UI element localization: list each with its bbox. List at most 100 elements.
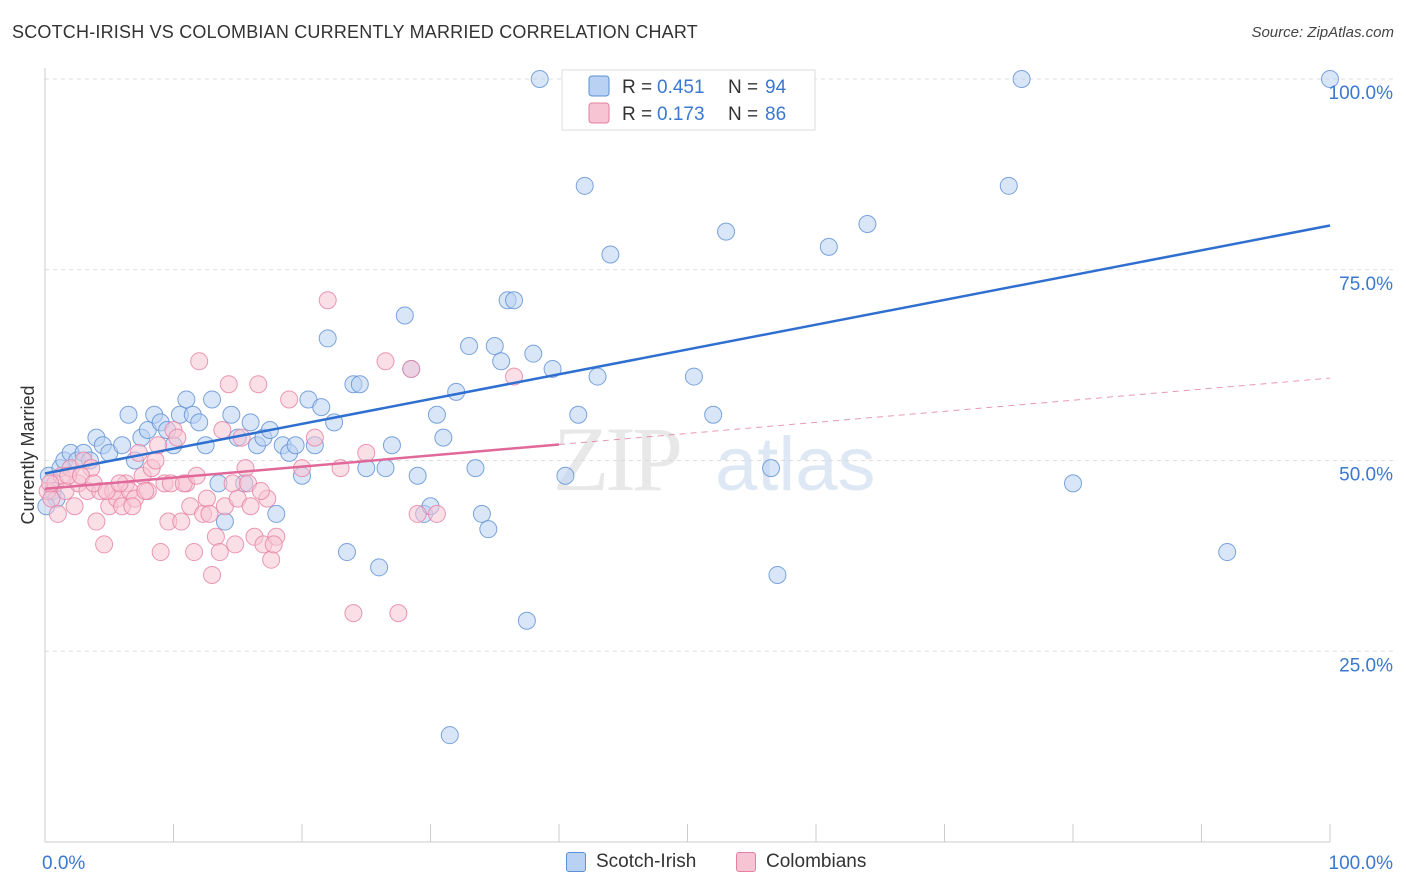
x-tick-label-min: 0.0% bbox=[42, 853, 85, 874]
stats-legend-r-value-scotch-irish: 0.451 bbox=[657, 77, 705, 98]
legend-swatch-colombians bbox=[736, 852, 756, 872]
legend-label-colombians: Colombians bbox=[766, 851, 867, 872]
stats-legend-n-label-colombians: N = bbox=[728, 104, 763, 125]
point-scotch-irish-50 bbox=[370, 558, 389, 577]
point-colombians-7 bbox=[65, 497, 84, 516]
y-tick-label-75: 75.0% bbox=[1339, 274, 1393, 295]
point-scotch-irish-84 bbox=[762, 459, 781, 478]
point-scotch-irish-62 bbox=[460, 337, 479, 356]
point-colombians-62 bbox=[376, 352, 395, 371]
stats-legend-n-value-scotch-irish: 94 bbox=[765, 77, 787, 98]
point-scotch-irish-13 bbox=[119, 405, 138, 424]
point-scotch-irish-78 bbox=[601, 245, 620, 264]
point-scotch-irish-24 bbox=[190, 413, 209, 432]
point-scotch-irish-70 bbox=[517, 611, 536, 630]
point-colombians-40 bbox=[206, 527, 225, 546]
point-colombians-73 bbox=[136, 482, 155, 501]
point-scotch-irish-22 bbox=[177, 390, 196, 409]
point-scotch-irish-55 bbox=[408, 466, 427, 485]
point-colombians-41 bbox=[210, 543, 229, 562]
point-scotch-irish-25 bbox=[196, 436, 215, 455]
point-scotch-irish-91 bbox=[1218, 543, 1237, 562]
point-scotch-irish-77 bbox=[588, 367, 607, 386]
point-colombians-57 bbox=[305, 428, 324, 447]
point-scotch-irish-90 bbox=[1064, 474, 1082, 493]
x-tick-label-max: 100.0% bbox=[1329, 853, 1394, 874]
point-scotch-irish-89 bbox=[1012, 70, 1031, 88]
point-colombians-55 bbox=[280, 390, 299, 409]
point-colombians-83 bbox=[264, 535, 283, 554]
watermark-atlas: atlas bbox=[715, 422, 876, 507]
stats-legend-r-label-scotch-irish: R = bbox=[622, 77, 657, 98]
stats-legend-swatch-colombians bbox=[588, 102, 610, 124]
point-scotch-irish-29 bbox=[222, 405, 241, 424]
point-scotch-irish-74 bbox=[556, 466, 575, 485]
trend-line-extension-colombians bbox=[558, 377, 1331, 445]
point-colombians-36 bbox=[190, 352, 209, 371]
point-colombians-85 bbox=[505, 367, 524, 386]
point-colombians-47 bbox=[236, 459, 255, 478]
point-colombians-44 bbox=[223, 474, 242, 493]
point-scotch-irish-39 bbox=[286, 436, 305, 455]
stats-legend-swatch-scotch-irish bbox=[588, 75, 610, 97]
stats-legend-n-label-scotch-irish: N = bbox=[728, 77, 763, 98]
point-colombians-63 bbox=[389, 604, 408, 623]
point-scotch-irish-32 bbox=[241, 413, 260, 432]
point-scotch-irish-26 bbox=[203, 390, 222, 409]
y-tick-label-50: 50.0% bbox=[1339, 465, 1393, 486]
chart-source: Source: ZipAtlas.com bbox=[1251, 24, 1394, 41]
point-colombians-65 bbox=[408, 504, 427, 523]
point-colombians-80 bbox=[226, 535, 245, 554]
point-scotch-irish-48 bbox=[350, 375, 369, 394]
point-scotch-irish-82 bbox=[704, 405, 723, 424]
point-colombians-27 bbox=[151, 543, 170, 562]
y-axis-label: Currently Married bbox=[18, 385, 38, 524]
point-scotch-irish-71 bbox=[524, 344, 543, 363]
point-scotch-irish-72 bbox=[530, 70, 549, 88]
grid-lines bbox=[45, 78, 1393, 652]
y-tick-label-25: 25.0% bbox=[1339, 655, 1393, 676]
point-colombians-31 bbox=[168, 428, 187, 447]
point-colombians-74 bbox=[149, 436, 168, 455]
watermark-zip: ZIP bbox=[553, 408, 680, 510]
legend-item-scotch-irish[interactable]: Scotch-Irish bbox=[566, 851, 696, 873]
point-scotch-irish-52 bbox=[382, 436, 401, 455]
point-scotch-irish-73 bbox=[543, 359, 562, 378]
stats-legend-r-label-colombians: R = bbox=[622, 104, 657, 125]
point-colombians-84 bbox=[427, 504, 446, 523]
point-scotch-irish-51 bbox=[376, 459, 395, 478]
point-scotch-irish-92 bbox=[1321, 70, 1339, 88]
legend-item-colombians[interactable]: Colombians bbox=[736, 851, 866, 873]
point-colombians-12 bbox=[87, 512, 106, 531]
point-colombians-72 bbox=[123, 497, 142, 516]
point-scotch-irish-63 bbox=[466, 459, 485, 478]
point-colombians-78 bbox=[200, 504, 219, 523]
point-colombians-58 bbox=[318, 291, 337, 310]
point-scotch-irish-69 bbox=[505, 291, 524, 310]
point-scotch-irish-44 bbox=[318, 329, 337, 348]
point-colombians-53 bbox=[262, 550, 281, 569]
point-scotch-irish-67 bbox=[492, 352, 511, 371]
legend-swatch-scotch-irish bbox=[566, 852, 586, 872]
point-colombians-39 bbox=[203, 565, 222, 584]
point-scotch-irish-65 bbox=[479, 520, 498, 539]
point-scotch-irish-60 bbox=[440, 726, 459, 745]
point-colombians-61 bbox=[357, 443, 376, 462]
data-points bbox=[37, 70, 1339, 745]
stats-legend-n-value-colombians: 86 bbox=[765, 104, 786, 125]
watermark: ZIP atlas bbox=[553, 408, 876, 510]
point-scotch-irish-43 bbox=[312, 398, 331, 417]
point-colombians-48 bbox=[241, 497, 260, 516]
point-scotch-irish-85 bbox=[768, 565, 787, 584]
point-scotch-irish-12 bbox=[113, 436, 132, 455]
point-colombians-3 bbox=[48, 504, 67, 523]
point-colombians-60 bbox=[344, 604, 363, 623]
point-colombians-82 bbox=[251, 482, 270, 501]
point-colombians-38 bbox=[197, 489, 216, 508]
point-scotch-irish-83 bbox=[717, 222, 736, 241]
point-colombians-64 bbox=[402, 359, 421, 378]
trend-line-colombians bbox=[44, 443, 560, 490]
point-colombians-14 bbox=[95, 535, 114, 554]
point-scotch-irish-86 bbox=[819, 237, 838, 256]
